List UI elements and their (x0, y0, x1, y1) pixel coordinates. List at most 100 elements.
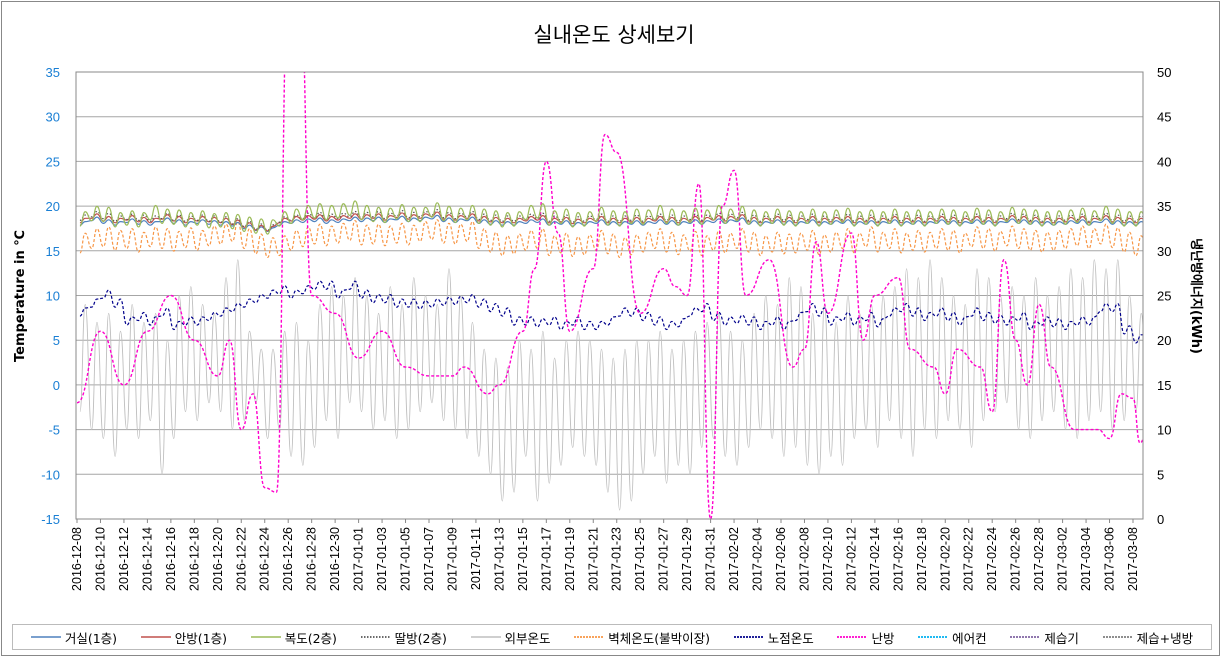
y2-tick-label: 35 (1157, 199, 1171, 214)
y2-tick-label: 45 (1157, 110, 1171, 125)
y-tick-label: 5 (53, 333, 60, 348)
x-tick-label: 2017-01-11 (469, 527, 483, 590)
x-tick-label: 2017-01-23 (610, 527, 624, 591)
y-tick-label: -15 (41, 512, 60, 527)
legend-swatch (250, 636, 281, 638)
x-tick-label: 2017-02-28 (1032, 527, 1046, 591)
y2-tick-label: 40 (1157, 154, 1171, 169)
plot-area (75, 71, 1144, 520)
y-tick-label: 35 (46, 65, 60, 80)
series-group (76, 72, 1143, 519)
series-line (79, 219, 1143, 258)
x-tick-label: 2017-03-04 (1079, 527, 1093, 591)
x-tick-label: 2017-01-19 (563, 527, 577, 591)
legend-label: 난방 (871, 630, 895, 646)
y2-tick-label: 20 (1157, 333, 1171, 348)
legend: 거실(1층) 안방(1층) 복도(2층) 딸방(2층) 외부온도 벽체온도(불박이장) 노점… (12, 624, 1212, 650)
series-line (79, 259, 1143, 511)
legend-label: 벽체온도(불박이장) (608, 630, 711, 646)
y-tick-label: 20 (46, 199, 60, 214)
x-tick-label: 2017-02-04 (751, 527, 765, 591)
y-tick-label: 30 (46, 110, 60, 125)
x-tick-label: 2017-02-08 (797, 527, 811, 591)
x-tick-label: 2016-12-20 (211, 527, 225, 591)
y2-tick-label: 0 (1157, 512, 1164, 527)
legend-label: 거실(1층) (64, 630, 118, 646)
y2-axis-label: 냉난방에너지(kWh) (1188, 238, 1204, 354)
x-tick-label: 2017-02-26 (1009, 527, 1023, 591)
y-tick-label: 15 (46, 244, 60, 259)
y-tick-label: 25 (46, 154, 60, 169)
legend-item: 노점온도 (733, 628, 814, 647)
legend-item: 벽체온도(불박이장) (574, 628, 710, 647)
x-tick-label: 2017-02-22 (962, 527, 976, 591)
legend-item: 제습+냉방 (1102, 628, 1194, 647)
legend-swatch (574, 636, 605, 638)
x-tick-label: 2017-02-18 (915, 527, 929, 591)
x-tick-label: 2016-12-28 (305, 527, 319, 591)
x-tick-label: 2017-01-25 (633, 527, 647, 591)
x-tick-label: 2016-12-16 (164, 527, 178, 591)
x-tick-label: 2017-03-08 (1126, 527, 1140, 591)
legend-swatch (837, 636, 868, 638)
legend-item: 거실(1층) (30, 628, 118, 647)
legend-label: 복도(2층) (284, 630, 337, 646)
y-tick-label: -5 (48, 423, 60, 438)
legend-swatch (30, 636, 61, 638)
x-tick-label: 2017-01-13 (492, 527, 506, 591)
legend-label: 제습+냉방 (1136, 630, 1194, 646)
x-tick-label: 2017-02-16 (891, 527, 905, 591)
x-tick-label: 2017-03-06 (1103, 527, 1117, 591)
x-tick-label: 2017-02-02 (727, 527, 741, 591)
x-tick-label: 2016-12-26 (281, 527, 295, 591)
x-tick-label: 2016-12-10 (93, 527, 107, 591)
legend-item: 난방 (837, 628, 894, 647)
y-axis-label: Temperature in ℃ (13, 230, 28, 362)
x-tick-label: 2017-03-02 (1056, 527, 1070, 591)
x-tick-label: 2017-01-03 (375, 527, 389, 591)
legend-label: 에어컨 (952, 630, 987, 646)
legend-swatch (360, 636, 391, 638)
x-tick-label: 2017-02-12 (844, 527, 858, 591)
chart-title: 실내온도 상세보기 (533, 23, 694, 47)
y2-tick-label: 15 (1157, 378, 1171, 393)
y2-tick-label: 10 (1157, 423, 1171, 438)
series-line (79, 200, 1143, 235)
x-tick-label: 2017-01-01 (352, 527, 366, 591)
legend-swatch (470, 636, 501, 638)
series-line-heating (76, 72, 1143, 519)
legend-swatch (1102, 636, 1133, 638)
legend-label: 외부온도 (504, 630, 551, 646)
x-tick-label: 2017-02-20 (938, 527, 952, 591)
x-tick-label: 2017-02-06 (774, 527, 788, 591)
legend-item: 안방(1층) (140, 628, 227, 647)
y2-tick-label: 30 (1157, 244, 1171, 259)
legend-swatch (140, 636, 171, 638)
legend-item: 딸방(2층) (360, 628, 447, 647)
x-tick-label: 2017-01-27 (657, 527, 671, 591)
x-tick-label: 2016-12-08 (70, 527, 84, 591)
legend-item: 복도(2층) (250, 628, 337, 647)
legend-swatch (918, 636, 949, 638)
x-tick-label: 2017-01-29 (680, 527, 694, 591)
x-tick-label: 2017-01-09 (445, 527, 459, 591)
x-tick-label: 2017-01-31 (704, 527, 718, 591)
legend-item: 에어컨 (918, 628, 987, 647)
y2-tick-label: 5 (1157, 467, 1164, 482)
y-tick-label: 10 (46, 289, 60, 304)
x-tick-label: 2017-02-24 (985, 527, 999, 591)
legend-item: 제습기 (1010, 628, 1079, 647)
x-tick-label: 2016-12-24 (258, 527, 272, 591)
x-tick-label: 2017-01-15 (516, 527, 530, 591)
x-tick-label: 2016-12-22 (234, 527, 248, 591)
legend-item: 외부온도 (470, 628, 551, 647)
x-tick-label: 2016-12-18 (187, 527, 201, 591)
x-tick-label: 2016-12-14 (140, 527, 154, 591)
right-axis-ticks: 0 5 10 15 20 25 30 35 40 45 50 (1157, 65, 1171, 527)
x-axis-ticks: 2016-12-08 2016-12-10 2016-12-12 2016-12-14… (70, 519, 1140, 591)
y2-tick-label: 25 (1157, 289, 1171, 304)
x-tick-label: 2017-01-21 (586, 527, 600, 591)
legend-label: 노점온도 (767, 630, 814, 646)
